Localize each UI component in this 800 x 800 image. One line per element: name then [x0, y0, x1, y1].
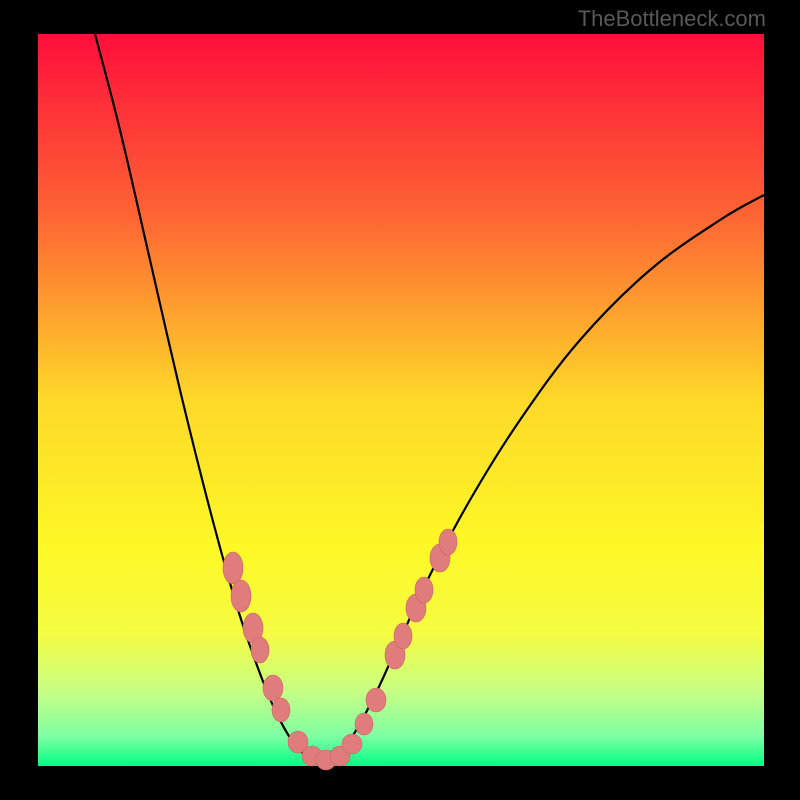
data-marker [251, 637, 269, 663]
data-marker [231, 580, 251, 612]
chart-svg [0, 0, 800, 800]
data-marker [342, 734, 362, 754]
data-marker [439, 529, 457, 555]
data-marker [263, 675, 283, 701]
data-marker [394, 623, 412, 649]
data-marker [223, 552, 243, 584]
data-marker [366, 688, 386, 712]
root-container: TheBottleneck.com [0, 0, 800, 800]
data-marker [355, 713, 373, 735]
data-marker [272, 698, 290, 722]
data-marker [415, 577, 433, 603]
watermark-text: TheBottleneck.com [578, 6, 766, 32]
